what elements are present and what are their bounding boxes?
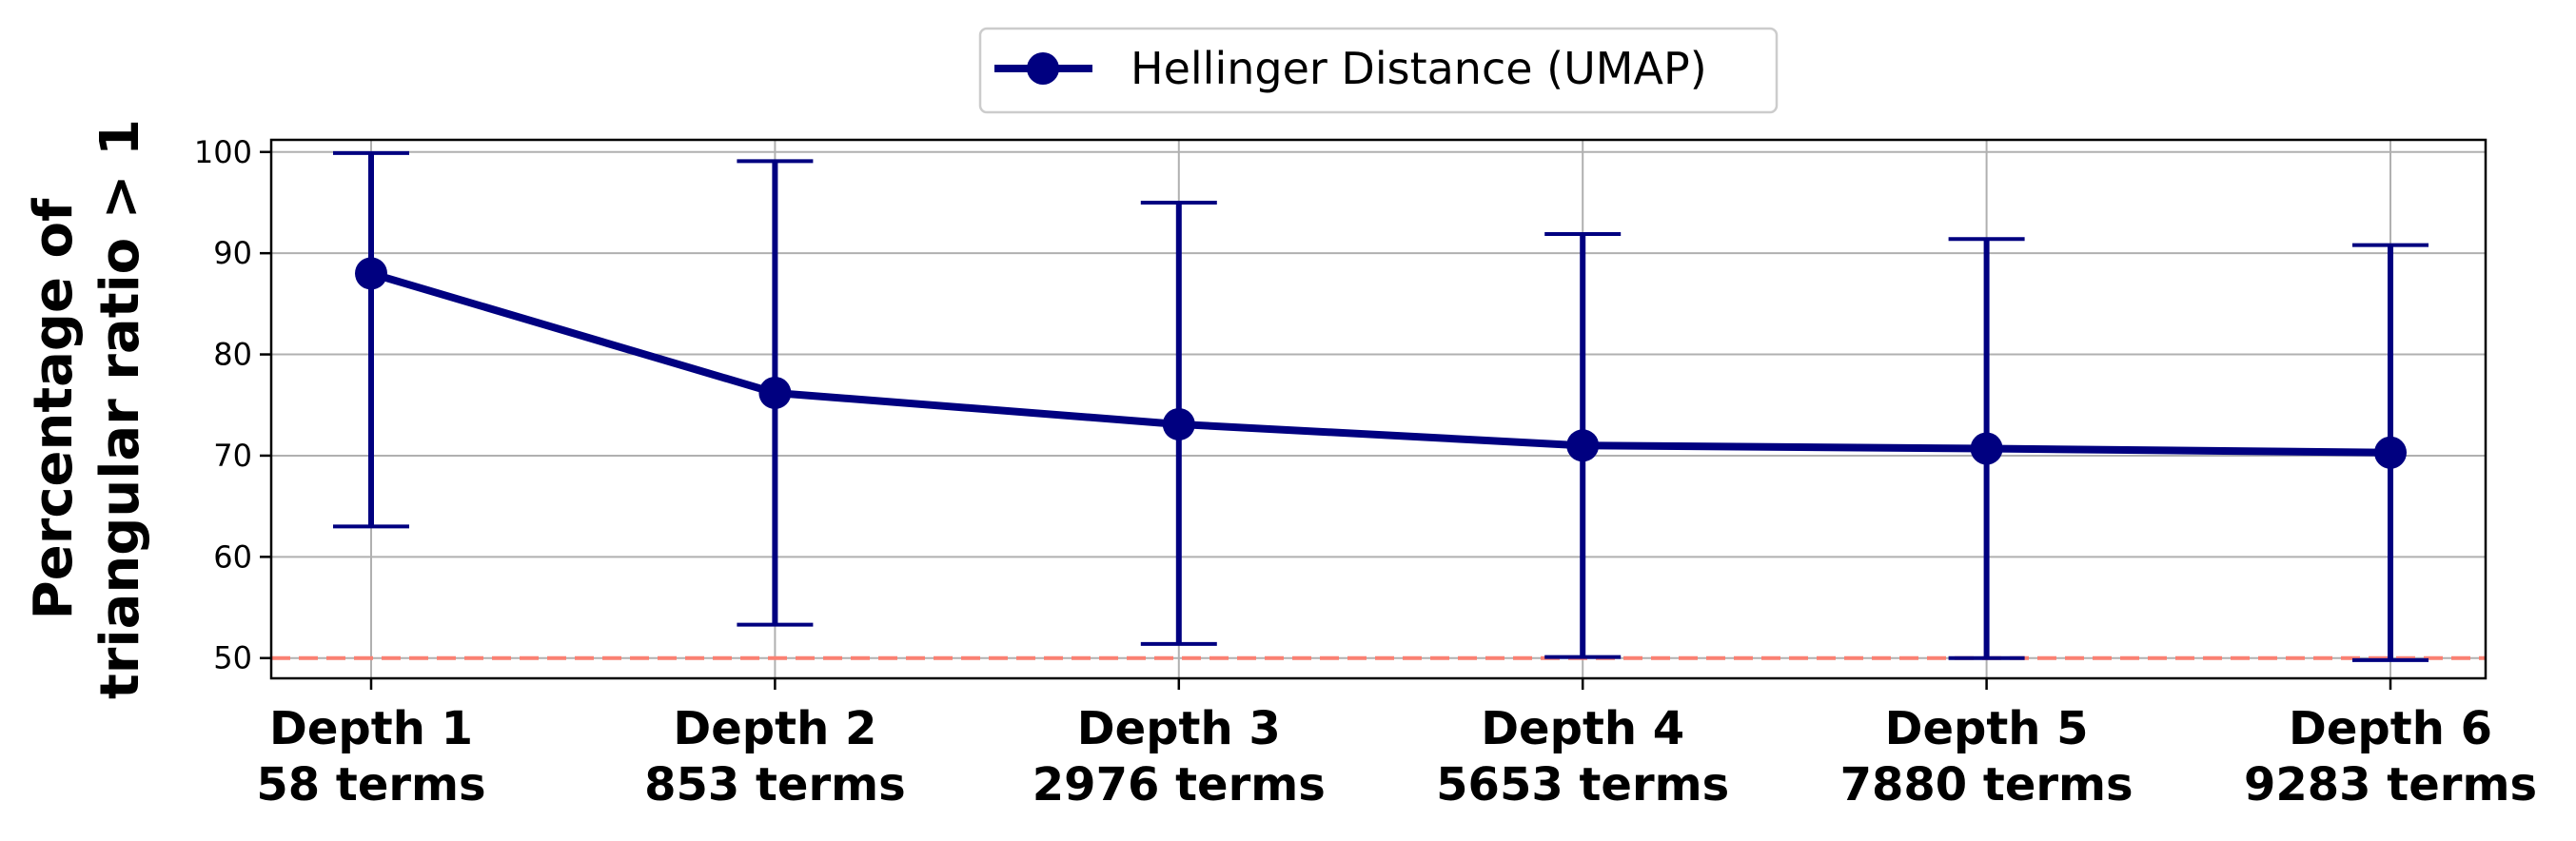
y-axis-label: Percentage of triangular ratio > 1: [23, 119, 151, 699]
data-point: [355, 257, 387, 290]
plot-frame: [269, 138, 2488, 680]
y-ticks: 50 60 70 80 90 100: [194, 134, 271, 676]
x-tick-label-depth: Depth 2: [673, 702, 876, 755]
y-tick-label: 50: [213, 640, 252, 676]
legend[interactable]: Hellinger Distance (UMAP): [978, 27, 1779, 114]
y-tick-label: 60: [213, 538, 252, 575]
data-point: [1566, 429, 1600, 462]
x-tick-label-depth: Depth 4: [1481, 702, 1684, 755]
x-tick-label-terms: 2976 terms: [1032, 758, 1326, 812]
x-tick-label-depth: Depth 3: [1077, 702, 1281, 755]
series-group: [355, 257, 2407, 469]
x-tick-label-terms: 853 terms: [644, 758, 906, 812]
y-axis-label-line-2: triangular ratio > 1: [89, 119, 151, 699]
x-tick-label-depth: Depth 5: [1885, 702, 2089, 755]
x-tick-label-depth: Depth 1: [269, 702, 473, 755]
x-tick-label-terms: 7880 terms: [1840, 758, 2134, 812]
y-tick-label: 70: [213, 438, 252, 474]
data-point: [2374, 436, 2407, 469]
legend-marker: [1027, 52, 1059, 85]
error-bars: [333, 150, 2429, 662]
legend-label: Hellinger Distance (UMAP): [1131, 43, 1707, 94]
data-point: [1162, 407, 1195, 440]
x-tick-label-terms: 5653 terms: [1436, 758, 1729, 812]
y-tick-label: 90: [213, 235, 252, 271]
y-tick-label: 100: [194, 134, 252, 170]
data-point: [1970, 432, 2003, 465]
y-axis-label-line-1: Percentage of: [23, 198, 85, 619]
legend-box: [978, 27, 1779, 114]
y-tick-label: 80: [213, 337, 252, 373]
x-tick-label-terms: 58 terms: [256, 758, 485, 812]
series-line: [369, 269, 2391, 457]
data-point: [758, 376, 792, 409]
x-tick-label-depth: Depth 6: [2289, 702, 2492, 755]
x-tick-label-terms: 9283 terms: [2244, 758, 2537, 812]
grid: [271, 140, 2486, 678]
